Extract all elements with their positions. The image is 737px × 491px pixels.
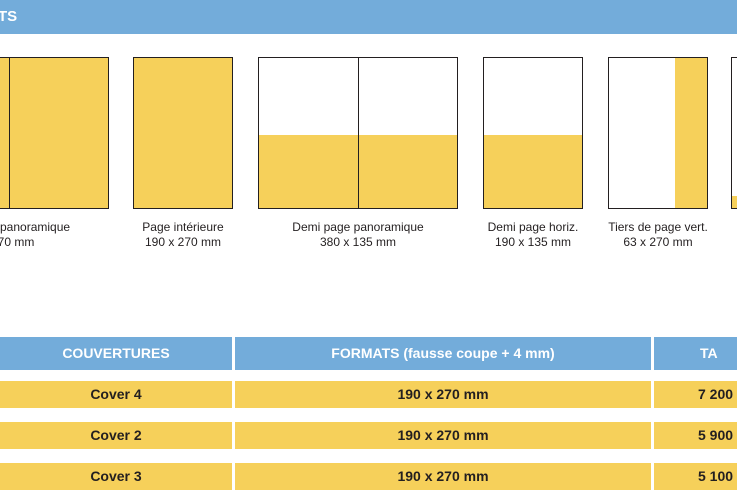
table-header-formats: FORMATS (fausse coupe + 4 mm) (235, 337, 651, 370)
table-header-price-label: TA (700, 345, 718, 361)
table-cell-format: 190 x 270 mm (235, 422, 651, 449)
table-cell-format: 190 x 270 mm (235, 463, 651, 490)
format-fill-area (732, 196, 737, 208)
table-cell-price: 7 200 (654, 381, 737, 408)
table-header-covers: COUVERTURES (0, 337, 232, 370)
format-thumb-page-interieure (133, 57, 233, 209)
format-caption: Demi page horiz. 190 x 135 mm (473, 220, 593, 250)
table-cell-price-value: 7 200 (698, 386, 734, 402)
format-thumb-partial (731, 57, 737, 209)
format-name: Demi page panoramique (292, 220, 424, 234)
table-header-price: TA (654, 337, 737, 370)
format-fill-area (484, 135, 582, 208)
format-fill-area (675, 58, 707, 208)
format-thumb-tiers-page-vert (608, 57, 708, 209)
format-caption: e panoramique 270 mm (0, 220, 82, 250)
section-header-title: TS (0, 8, 18, 25)
format-size: 270 mm (0, 235, 35, 249)
format-caption: Page intérieure 190 x 270 mm (123, 220, 243, 250)
format-name: Page intérieure (142, 220, 224, 234)
table-cell-cover: Cover 2 (0, 422, 232, 449)
table-cell-price: 5 100 (654, 463, 737, 490)
table-cell-price: 5 900 (654, 422, 737, 449)
format-size: 190 x 270 mm (144, 235, 222, 249)
format-name: Tiers de page vert. (608, 220, 708, 234)
format-name: e panoramique (0, 220, 71, 234)
table-cell-format: 190 x 270 mm (235, 381, 651, 408)
page-fold-line (9, 58, 10, 208)
table-cell-price-value: 5 900 (698, 427, 734, 443)
format-size: 63 x 270 mm (623, 235, 693, 249)
format-caption: Tiers de page vert. 63 x 270 mm (598, 220, 718, 250)
format-size: 190 x 135 mm (494, 235, 572, 249)
section-header-band: TS (0, 0, 737, 34)
format-thumb-panoramique (0, 57, 109, 209)
format-fill-area (134, 58, 232, 208)
format-name: Demi page horiz. (487, 220, 579, 234)
format-caption: Demi page panoramique 380 x 135 mm (268, 220, 448, 250)
table-cell-cover: Cover 4 (0, 381, 232, 408)
format-size: 380 x 135 mm (319, 235, 397, 249)
page-fold-line (358, 58, 359, 208)
table-cell-price-value: 5 100 (698, 468, 734, 484)
table-cell-cover: Cover 3 (0, 463, 232, 490)
format-fill-area (0, 58, 108, 208)
format-thumb-demi-page-panoramique (258, 57, 458, 209)
format-thumb-demi-page-horiz (483, 57, 583, 209)
